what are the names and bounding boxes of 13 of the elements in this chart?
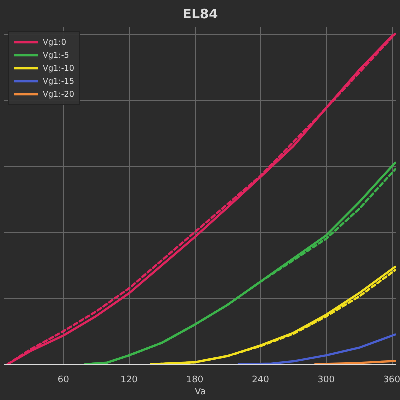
x-tick-label: 300 <box>318 376 336 386</box>
x-axis-title: Va <box>195 388 206 398</box>
legend-label: Vg1:0 <box>43 37 66 47</box>
x-tick-label: 120 <box>120 376 138 386</box>
legend-label: Vg1:-5 <box>43 50 70 60</box>
chart-title: EL84 <box>182 8 218 22</box>
x-tick-label: 240 <box>252 376 270 386</box>
legend-label: Vg1:-15 <box>43 76 74 86</box>
x-tick-label: 360 <box>383 376 400 386</box>
x-tick-label: 60 <box>58 376 70 386</box>
legend-label: Vg1:-10 <box>43 63 74 73</box>
x-tick-label: 180 <box>186 376 204 386</box>
legend-label: Vg1:-20 <box>43 89 74 99</box>
